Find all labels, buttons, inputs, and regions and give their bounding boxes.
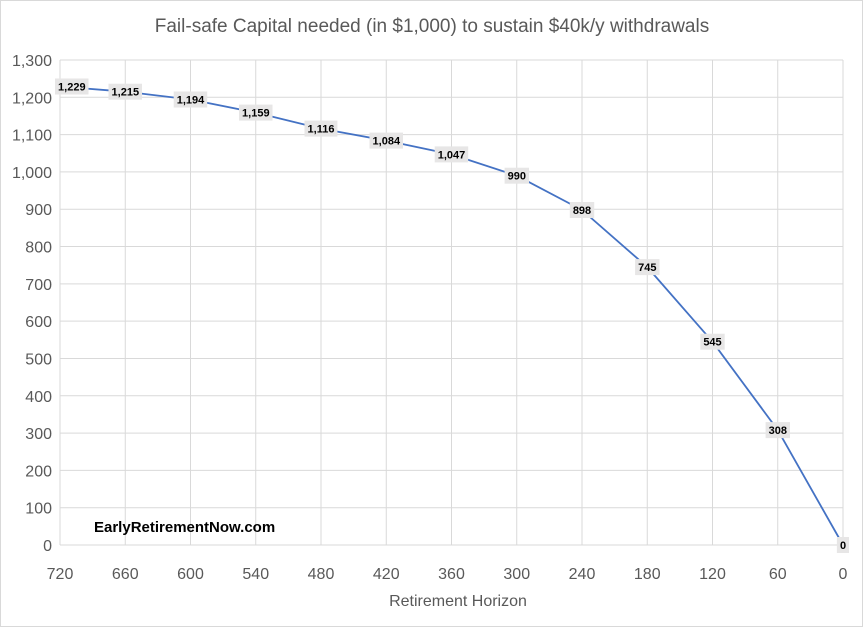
y-tick-label: 900	[25, 202, 52, 219]
x-tick-label: 660	[112, 566, 139, 583]
x-axis-title: Retirement Horizon	[389, 593, 527, 610]
x-tick-label: 0	[839, 566, 848, 583]
y-tick-label: 1,200	[12, 90, 52, 107]
data-label: 1,159	[239, 104, 273, 121]
data-label: 1,229	[55, 78, 89, 95]
data-label-background	[700, 333, 725, 350]
watermark-text: EarlyRetirementNow.com	[94, 519, 275, 536]
data-label: 308	[765, 422, 790, 439]
data-label: 545	[700, 333, 725, 350]
data-label-background	[836, 537, 849, 553]
data-label-text: 545	[703, 337, 721, 349]
data-label-text: 898	[573, 205, 591, 217]
y-tick-label: 1,100	[12, 128, 52, 145]
x-tick-label: 480	[308, 566, 335, 583]
data-label-text: 1,047	[438, 149, 466, 161]
data-label-background	[765, 422, 790, 439]
y-tick-label: 600	[25, 314, 52, 331]
x-tick-label: 300	[503, 566, 530, 583]
watermark: EarlyRetirementNow.com	[94, 519, 275, 536]
y-tick-label: 0	[43, 538, 52, 555]
data-label-text: 1,116	[308, 124, 335, 136]
data-label-text: 1,215	[112, 87, 140, 99]
data-label-background	[239, 104, 273, 121]
y-tick-label: 800	[25, 240, 52, 257]
x-tick-label: 540	[242, 566, 269, 583]
data-label-text: 745	[638, 262, 656, 274]
data-label-background	[504, 167, 529, 184]
data-label-text: 1,229	[58, 81, 86, 93]
data-label: 745	[635, 259, 660, 276]
chart-title: Fail-safe Capital needed (in $1,000) to …	[155, 16, 709, 37]
x-tick-label: 600	[177, 566, 204, 583]
x-tick-label: 120	[699, 566, 726, 583]
y-tick-label: 200	[25, 463, 52, 480]
x-axis-ticks: 720 660 600 540 480 420 360 300 240 180 120 60 0	[47, 566, 848, 583]
y-tick-label: 1,000	[12, 165, 52, 182]
data-label-background	[108, 83, 142, 100]
data-label: 1,084	[369, 132, 403, 149]
y-tick-label: 100	[25, 501, 52, 518]
data-label-background	[635, 259, 660, 276]
data-label-background	[569, 202, 595, 218]
data-label: 1,047	[434, 146, 469, 163]
y-tick-label: 500	[25, 351, 52, 368]
x-tick-label: 360	[438, 566, 465, 583]
data-label-background	[55, 78, 89, 95]
data-label-text: 1,194	[177, 95, 205, 107]
x-tick-label: 420	[373, 566, 400, 583]
data-label: 898	[569, 202, 595, 218]
x-tick-label: 720	[47, 566, 74, 583]
x-tick-label: 60	[769, 566, 787, 583]
data-label-text: 0	[840, 540, 846, 552]
data-label-background	[434, 146, 469, 163]
data-label-text: 308	[769, 425, 787, 437]
x-tick-label: 180	[634, 566, 661, 583]
data-label-text: 990	[508, 171, 526, 183]
y-tick-label: 700	[25, 277, 52, 294]
data-label: 0	[836, 537, 849, 553]
data-label: 990	[504, 167, 529, 184]
data-label-background	[173, 91, 208, 108]
data-label: 1,194	[173, 91, 208, 108]
data-labels: 1,229 1,215 1,194 1,159 1,116 1,084 1,047 990 89…	[55, 78, 849, 553]
gridlines	[59, 59, 844, 546]
x-tick-label: 240	[569, 566, 596, 583]
data-label-text: 1,084	[373, 136, 401, 148]
data-label-background	[369, 132, 403, 149]
data-label: 1,116	[304, 120, 338, 137]
y-tick-label: 400	[25, 389, 52, 406]
y-axis-ticks: 0 100 200 300 400 500 600 700 800 900 1,000 1,100 1,…	[12, 53, 52, 555]
y-tick-label: 300	[25, 426, 52, 443]
y-tick-label: 1,300	[12, 53, 52, 70]
data-label-background	[304, 120, 338, 137]
data-label-text: 1,159	[242, 108, 270, 120]
data-label: 1,215	[108, 83, 142, 100]
